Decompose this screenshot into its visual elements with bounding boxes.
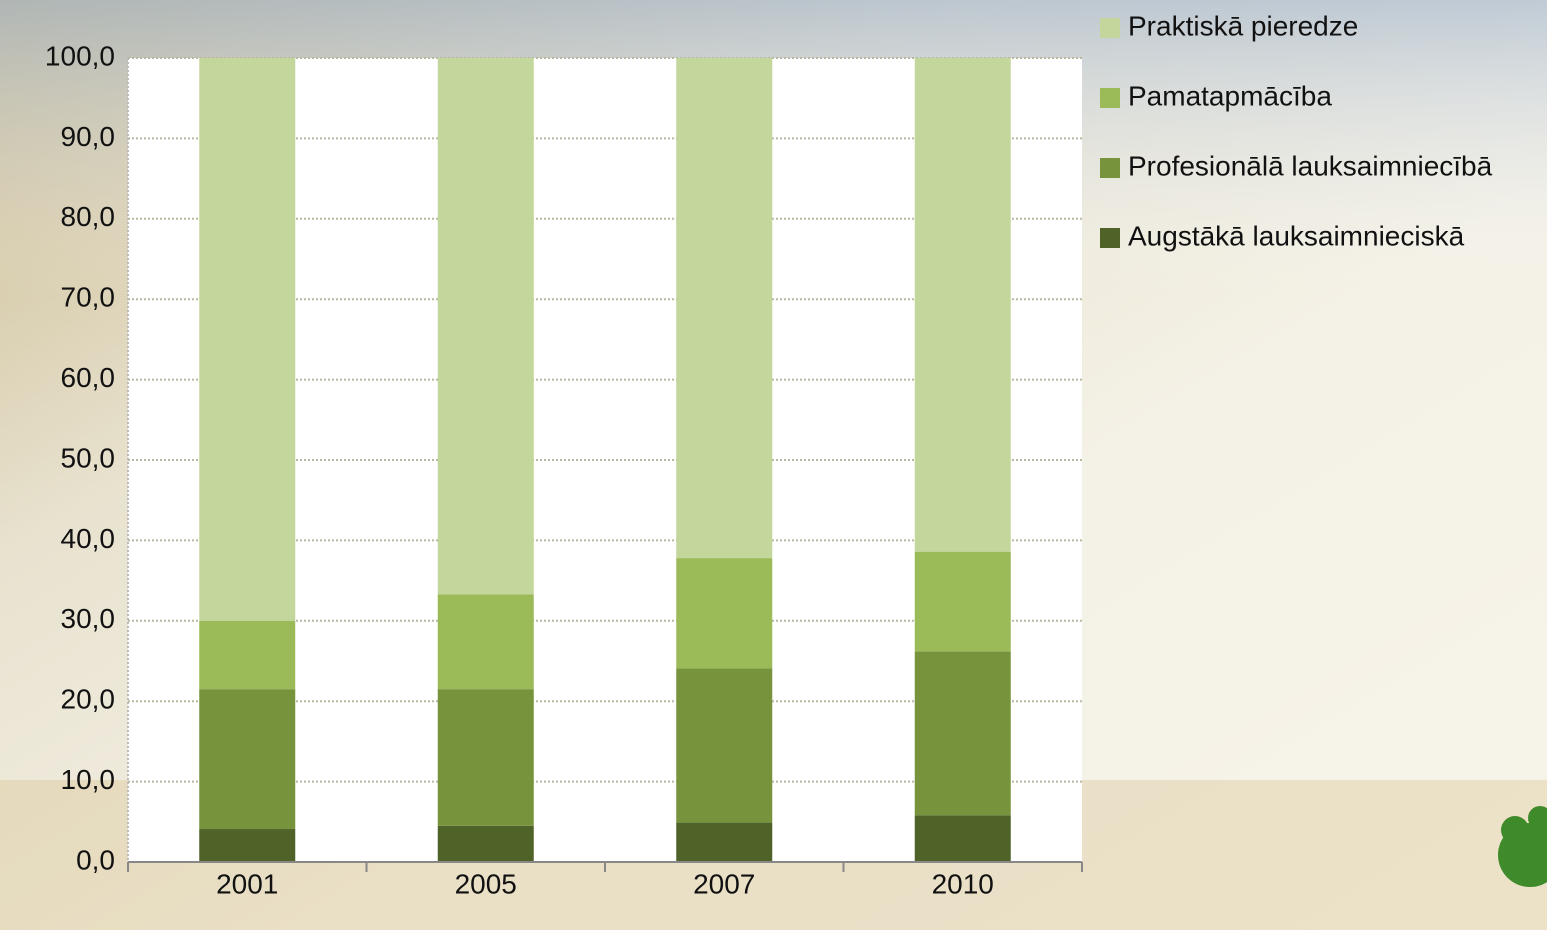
bar-segment — [199, 829, 295, 862]
bar-segment — [915, 815, 1011, 862]
legend-label: Augstākā lauksaimnieciskā — [1128, 220, 1465, 251]
chart: 0,0 10,0 20,0 30,0 40,0 50,0 60,0 70,0 80,0 90,0 1… — [0, 0, 1547, 930]
legend-label: Profesionālā lauksaimniecībā — [1128, 150, 1493, 181]
bar-segment — [438, 689, 534, 826]
y-tick-label: 0,0 — [76, 844, 115, 875]
bar-segment — [438, 826, 534, 862]
y-tick-label: 60,0 — [61, 362, 116, 393]
legend-swatch — [1100, 228, 1120, 248]
y-tick-label: 40,0 — [61, 523, 116, 554]
x-tick-label: 2010 — [932, 868, 994, 899]
x-tick-label: 2001 — [216, 868, 278, 899]
bar-segment — [676, 668, 772, 822]
bar-segment — [676, 823, 772, 862]
bar-segment — [199, 689, 295, 829]
page: {"chart_data": {"type": "stacked_bar", "… — [0, 0, 1547, 930]
bar-segment — [438, 58, 534, 594]
legend-swatch — [1100, 88, 1120, 108]
legend-swatch — [1100, 18, 1120, 38]
bar-segment — [676, 58, 772, 558]
y-tick-label: 80,0 — [61, 201, 116, 232]
y-tick-label: 100,0 — [45, 40, 115, 71]
y-tick-label: 90,0 — [61, 121, 116, 152]
bar-segment — [199, 621, 295, 689]
bar-segment — [915, 651, 1011, 815]
y-tick-label: 30,0 — [61, 603, 116, 634]
x-tick-label: 2007 — [693, 868, 755, 899]
y-tick-label: 70,0 — [61, 282, 116, 313]
legend-label: Pamatapmācība — [1128, 80, 1332, 111]
legend-swatch — [1100, 158, 1120, 178]
bar-segment — [676, 558, 772, 668]
y-tick-label: 50,0 — [61, 442, 116, 473]
bar-segment — [199, 58, 295, 621]
bar-segment — [915, 58, 1011, 552]
bar-segment — [915, 552, 1011, 652]
bar-segment — [438, 594, 534, 689]
y-tick-label: 10,0 — [61, 764, 116, 795]
y-tick-label: 20,0 — [61, 684, 116, 715]
legend-label: Praktiskā pieredze — [1128, 10, 1358, 41]
x-tick-label: 2005 — [455, 868, 517, 899]
